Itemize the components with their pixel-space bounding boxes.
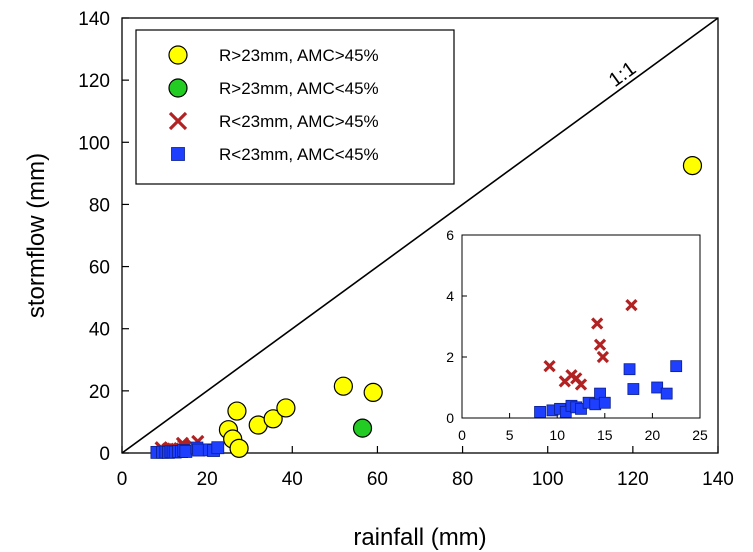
- inset-point-r-23mm-amc-45-4: [574, 378, 588, 391]
- y-tick-label-60: 60: [89, 258, 110, 279]
- inset-point-r-23mm-amc-45-5-stroke-b: [591, 317, 604, 330]
- y-axis-label: stormflow (mm): [23, 153, 50, 318]
- inset-point-r-23mm-amc-45-3-stroke-b: [570, 372, 583, 385]
- inset-point-r-23mm-amc-45-10: [598, 396, 611, 409]
- point-r-23mm-amc-45-8: [333, 376, 353, 396]
- point-r-23mm-amc-45-15: [211, 441, 225, 455]
- one-to-one-line: [121, 17, 719, 454]
- inset-point-r-23mm-amc-45-13: [651, 381, 664, 394]
- inset-point-r-23mm-amc-45-6: [593, 338, 607, 351]
- y-tick-label-40: 40: [89, 320, 110, 341]
- inset-point-r-23mm-amc-45-0-stroke-b: [543, 360, 556, 373]
- x-tick-label-0: 0: [117, 469, 128, 490]
- point-r-23mm-amc-45-3: [227, 401, 247, 421]
- y-tick-label-0: 0: [99, 444, 110, 465]
- legend-label-r-23mm-amc-45: R>23mm, AMC>45%: [219, 46, 379, 65]
- inset-point-r-23mm-amc-45-7: [596, 350, 610, 364]
- inset-y-tick-label-2: 2: [446, 349, 454, 365]
- point-r-23mm-amc-45-12: [192, 443, 206, 457]
- legend-label-r-23mm-amc-45: R<23mm, AMC>45%: [219, 112, 379, 131]
- x-tick-label-140: 140: [702, 469, 734, 490]
- inset-x-tick-label-5: 5: [506, 427, 514, 443]
- x-axis-label: rainfall (mm): [353, 524, 486, 551]
- legend: R>23mm, AMC>45% R>23mm, AMC<45% R<23mm, AM…: [135, 29, 455, 185]
- y-tick-label-120: 120: [78, 71, 110, 92]
- inset-point-r-23mm-amc-45-0: [534, 405, 546, 418]
- inset-point-r-23mm-amc-45-8: [625, 299, 638, 312]
- x-tick-label-40: 40: [282, 469, 303, 490]
- legend-marker-r-23mm-amc-45: [168, 45, 188, 65]
- inset-point-r-23mm-amc-45-0: [543, 360, 556, 373]
- inset-point-r-23mm-amc-45-12: [627, 383, 640, 395]
- inset-point-r-23mm-amc-45-15: [670, 360, 683, 373]
- inset-y-tick-label-4: 4: [446, 288, 454, 304]
- inset-y-tick-label-6: 6: [446, 227, 454, 243]
- inset-x-tick-label-0: 0: [458, 427, 466, 443]
- inset-x-tick-label-20: 20: [645, 427, 661, 443]
- inset-point-r-23mm-amc-45-5: [591, 317, 604, 330]
- y-tick-label-80: 80: [89, 195, 110, 216]
- point-r-23mm-amc-45-10: [179, 445, 193, 458]
- inset-point-r-23mm-amc-45-6-stroke-b: [593, 338, 607, 351]
- legend-marker-r-23mm-amc-45: [168, 111, 188, 131]
- inset-point-r-23mm-amc-45-7-stroke-b: [596, 350, 610, 364]
- y-tick-label-140: 140: [78, 9, 110, 30]
- legend-frame: [135, 29, 455, 185]
- x-tick-label-80: 80: [452, 469, 473, 490]
- point-r-23mm-amc-45-0: [352, 418, 373, 438]
- y-tick-label-100: 100: [78, 133, 110, 154]
- point-r-23mm-amc-45-6: [263, 409, 283, 429]
- point-r-23mm-amc-45-0: [682, 155, 703, 176]
- legend-label-r-23mm-amc-45: R>23mm, AMC<45%: [219, 79, 379, 98]
- legend-marker-r-23mm-amc-45: [168, 78, 188, 98]
- point-r-23mm-amc-45-4: [229, 438, 249, 458]
- inset-point-r-23mm-amc-45-4-stroke-b: [574, 378, 588, 391]
- x-tick-label-100: 100: [532, 469, 564, 490]
- x-tick-label-60: 60: [367, 469, 388, 490]
- inset-y-tick-label-0: 0: [446, 410, 454, 426]
- main-plot-frame: [121, 17, 719, 454]
- inset-point-r-23mm-amc-45-11: [623, 363, 636, 376]
- legend-marker-r-23mm-amc-45: [171, 147, 185, 161]
- point-r-23mm-amc-45-9: [363, 382, 383, 403]
- y-tick-label-20: 20: [89, 382, 110, 403]
- legend-marker-r-23mm-amc-45-stroke-b: [168, 111, 188, 131]
- legend-label-r-23mm-amc-45: R<23mm, AMC<45%: [219, 145, 379, 164]
- x-tick-label-120: 120: [617, 469, 649, 490]
- inset-x-tick-label-25: 25: [692, 427, 708, 443]
- x-tick-label-20: 20: [197, 469, 218, 490]
- inset-plot-area: 0 5 10 15 20 25 0 2 4 6: [446, 227, 708, 443]
- inset-point-r-23mm-amc-45-8-stroke-b: [625, 299, 638, 312]
- inset-x-tick-label-15: 15: [597, 427, 613, 443]
- point-r-23mm-amc-45-7: [276, 398, 296, 418]
- inset-point-r-23mm-amc-45-6: [575, 402, 587, 415]
- inset-point-r-23mm-amc-45-14: [660, 387, 673, 400]
- inset-x-tick-label-10: 10: [549, 427, 565, 443]
- one-to-one-label: 1:1: [605, 58, 640, 92]
